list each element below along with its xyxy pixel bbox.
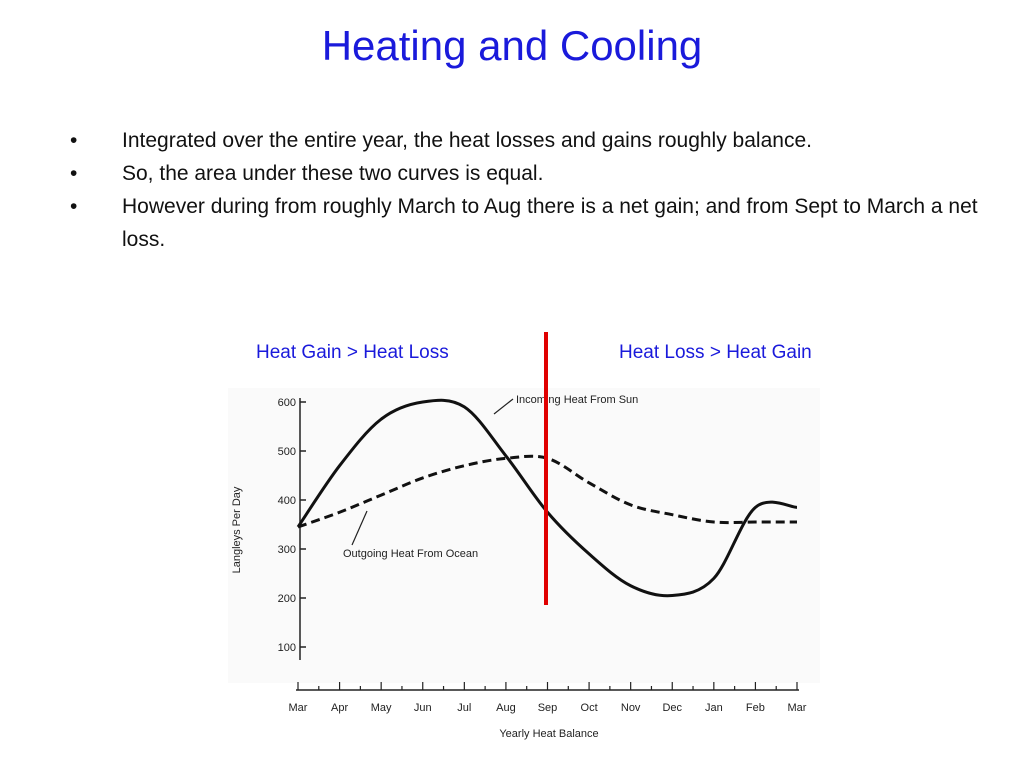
y-tick-label: 400 <box>278 495 296 507</box>
y-tick-label: 100 <box>278 642 296 654</box>
heat-gain-label: Heat Gain > Heat Loss <box>256 342 449 363</box>
chart-background <box>228 388 820 683</box>
x-tick-label: Jul <box>457 702 471 714</box>
y-tick-label: 600 <box>278 397 296 409</box>
x-tick-label: Nov <box>621 702 641 714</box>
y-tick-label: 300 <box>278 544 296 556</box>
incoming-leader-line <box>493 398 514 415</box>
outgoing-series-label: Outgoing Heat From Ocean <box>343 548 478 560</box>
bullet-text: However during from roughly March to Aug… <box>122 195 978 251</box>
x-tick-label: Mar <box>289 702 308 714</box>
bullet-marker: • <box>70 129 78 152</box>
x-tick-label: Mar <box>788 702 807 714</box>
outgoing-leader-line <box>351 510 368 546</box>
x-tick-label: Jan <box>705 702 723 714</box>
slide-title: Heating and Cooling <box>321 22 703 69</box>
outgoing-heat-line <box>297 454 797 529</box>
bullet-marker: • <box>70 195 78 218</box>
y-tick-label: 500 <box>278 446 296 458</box>
x-tick-label: Feb <box>746 702 765 714</box>
x-tick-label: Apr <box>331 702 348 714</box>
x-tick-label: May <box>371 702 392 714</box>
x-tick-label: Jun <box>414 702 432 714</box>
x-tick-label: Dec <box>662 702 682 714</box>
heat-loss-label: Heat Loss > Heat Gain <box>619 342 812 363</box>
incoming-series-label: Incoming Heat From Sun <box>516 394 638 406</box>
bullet-marker: • <box>70 162 78 185</box>
bullet-item: • However during from roughly March to A… <box>70 190 990 256</box>
x-tick-label: Aug <box>496 702 516 714</box>
y-tick-label: 200 <box>278 593 296 605</box>
bullet-item: • Integrated over the entire year, the h… <box>70 124 990 157</box>
x-tick-label: Sep <box>538 702 558 714</box>
bullet-item: • So, the area under these two curves is… <box>70 157 990 190</box>
bullet-text: Integrated over the entire year, the hea… <box>122 129 812 152</box>
bullet-list: • Integrated over the entire year, the h… <box>70 124 990 256</box>
x-axis-title: Yearly Heat Balance <box>499 728 598 740</box>
y-axis-title: Langleys Per Day <box>231 486 243 573</box>
x-tick-label: Oct <box>581 702 598 714</box>
bullet-text: So, the area under these two curves is e… <box>122 162 544 185</box>
